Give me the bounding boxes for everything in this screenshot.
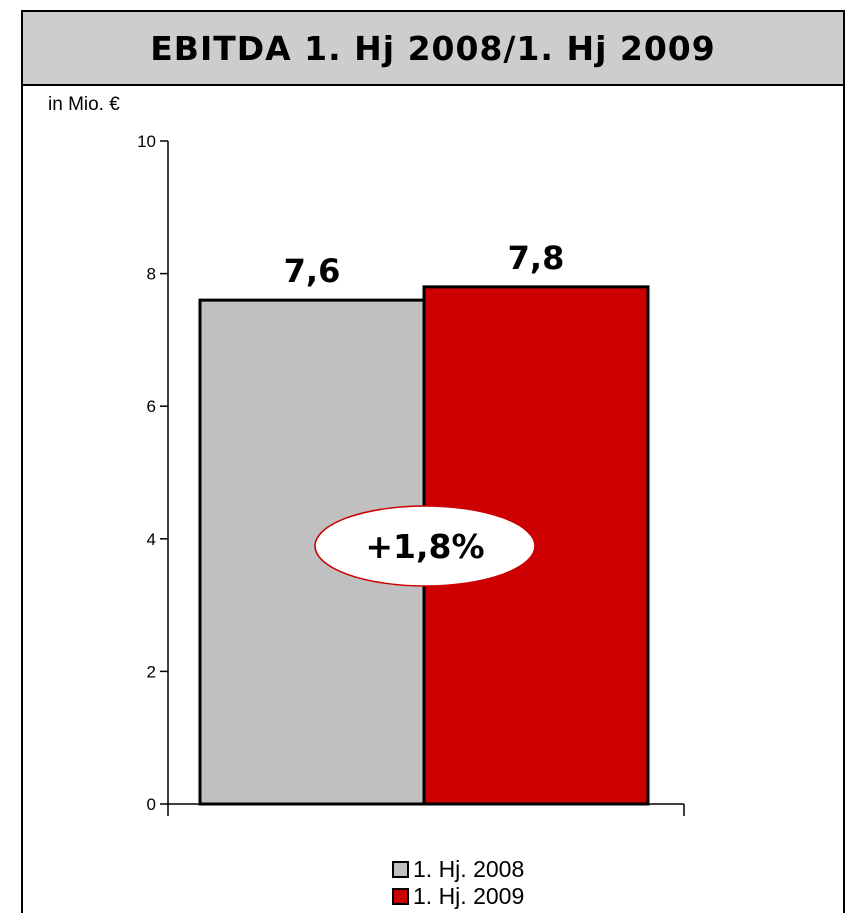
data-label-2008: 7,6 — [284, 252, 341, 290]
y-tick-label-2: 2 — [147, 662, 156, 681]
panel-left-border — [21, 86, 23, 913]
y-tick-label-8: 8 — [147, 265, 156, 284]
unit-label: in Mio. € — [48, 94, 120, 115]
data-label-2009: 7,8 — [508, 239, 565, 277]
bar-2008 — [198, 298, 426, 806]
growth-callout-text: +1,8% — [365, 527, 484, 566]
title-bar: EBITDA 1. Hj 2008/1. Hj 2009 — [21, 10, 845, 86]
y-tick-label-4: 4 — [147, 530, 156, 549]
panel-right-border — [843, 86, 845, 913]
legend-item-2008: 1. Hj. 2008 — [392, 856, 524, 883]
y-tick-label-0: 0 — [147, 795, 156, 814]
growth-callout-ellipse — [314, 505, 536, 587]
legend-label-2009: 1. Hj. 2009 — [413, 883, 525, 909]
y-tick-label-10: 10 — [137, 132, 156, 151]
y-tick-label-6: 6 — [147, 397, 156, 416]
legend-item-2009: 1. Hj. 2009 — [392, 883, 524, 910]
legend-label-2008: 1. Hj. 2008 — [413, 856, 525, 882]
legend-swatch-2008 — [392, 861, 409, 878]
chart-title: EBITDA 1. Hj 2008/1. Hj 2009 — [150, 28, 716, 68]
legend-swatch-2009 — [392, 888, 409, 905]
legend: 1. Hj. 2008 1. Hj. 2009 — [392, 856, 524, 910]
